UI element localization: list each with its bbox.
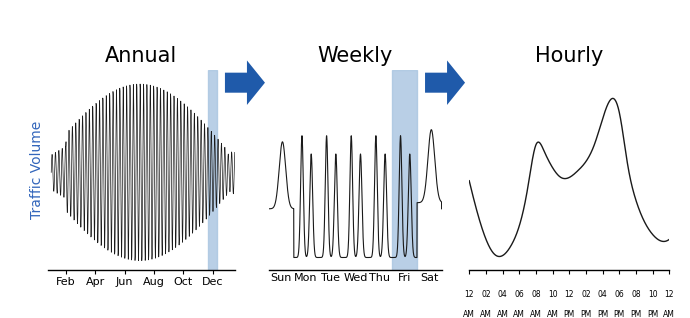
Y-axis label: Traffic Volume: Traffic Volume bbox=[30, 121, 44, 219]
Text: 04: 04 bbox=[497, 290, 507, 299]
Text: 02: 02 bbox=[481, 290, 491, 299]
Text: AM: AM bbox=[546, 310, 558, 318]
Text: AM: AM bbox=[513, 310, 525, 318]
Text: 12: 12 bbox=[664, 290, 674, 299]
Text: 10: 10 bbox=[648, 290, 658, 299]
Text: AM: AM bbox=[530, 310, 542, 318]
Text: 08: 08 bbox=[531, 290, 541, 299]
Bar bbox=[393, 70, 417, 270]
Text: 06: 06 bbox=[614, 290, 624, 299]
Text: AM: AM bbox=[480, 310, 492, 318]
Text: PM: PM bbox=[597, 310, 608, 318]
Title: Weekly: Weekly bbox=[317, 45, 393, 66]
Text: PM: PM bbox=[647, 310, 658, 318]
Text: 04: 04 bbox=[598, 290, 607, 299]
Text: 12: 12 bbox=[464, 290, 474, 299]
Text: 02: 02 bbox=[581, 290, 591, 299]
Text: PM: PM bbox=[631, 310, 642, 318]
Text: 08: 08 bbox=[631, 290, 641, 299]
Text: PM: PM bbox=[564, 310, 575, 318]
Text: 06: 06 bbox=[514, 290, 524, 299]
Text: PM: PM bbox=[580, 310, 591, 318]
Text: AM: AM bbox=[663, 310, 676, 318]
Title: Annual: Annual bbox=[106, 45, 177, 66]
Text: 12: 12 bbox=[564, 290, 574, 299]
Title: Hourly: Hourly bbox=[535, 45, 604, 66]
Text: PM: PM bbox=[613, 310, 625, 318]
Bar bbox=[208, 70, 217, 270]
Text: AM: AM bbox=[463, 310, 475, 318]
Text: AM: AM bbox=[497, 310, 509, 318]
Text: 10: 10 bbox=[548, 290, 558, 299]
